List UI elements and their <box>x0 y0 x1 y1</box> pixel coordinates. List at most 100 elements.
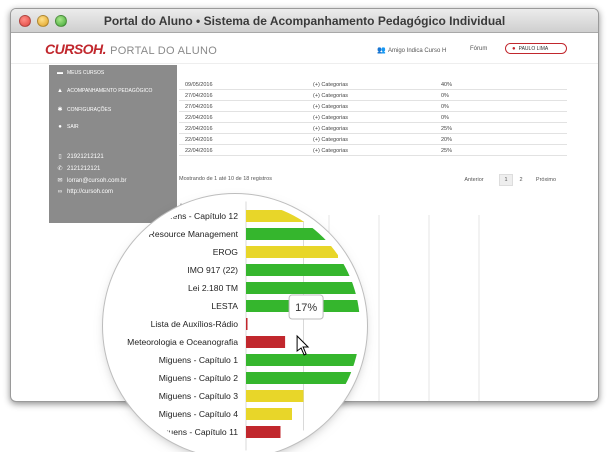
cell-date: 27/04/2016 <box>185 104 213 110</box>
cell-category-link[interactable]: (+) Categorias <box>313 104 349 110</box>
user-icon: ● <box>58 124 62 130</box>
graduation-cap-icon: ▲ <box>57 88 63 94</box>
phone-icon: ✆ <box>57 166 63 172</box>
table-row: 27/04/2016 (+) Categorias 0% <box>179 90 567 101</box>
zoomed-bar-chart: Miguens - Capítulo 12 Crew Resource Manag… <box>126 201 360 451</box>
envelope-icon: ✉ <box>57 178 63 184</box>
chart-category-label: Miguens - Capítulo 4 <box>159 409 239 419</box>
sidebar-item-configuracoes[interactable]: ✱ CONFIGURAÇÕES <box>57 106 112 114</box>
user-name: PAULO LIMA <box>518 45 549 52</box>
gear-icon: ✱ <box>57 107 63 113</box>
cell-date: 27/04/2016 <box>185 93 213 99</box>
chart-category-label: Miguens - Capítulo 2 <box>159 373 239 383</box>
chart-category-label: Miguens - Capítulo 3 <box>159 391 239 401</box>
sidebar-item-sair[interactable]: ● SAIR <box>57 124 79 130</box>
pagination-previous[interactable]: Anterior <box>464 177 484 183</box>
cell-date: 22/04/2016 <box>185 126 213 132</box>
maximize-window-button[interactable] <box>55 15 67 27</box>
chart-bar[interactable] <box>246 282 360 294</box>
cell-category-link[interactable]: (+) Categorias <box>313 115 349 121</box>
minimize-window-button[interactable] <box>37 15 49 27</box>
site-header: CURSOH. PORTAL DO ALUNO 👥 Amigo Indica Cu… <box>11 33 598 64</box>
chart-bar[interactable] <box>246 372 360 384</box>
chart-category-label: Miguens - Capítulo 11 <box>155 427 239 437</box>
chart-bar[interactable] <box>246 228 360 240</box>
chart-category-label: Lista de Auxílios-Rádio <box>151 319 239 329</box>
cell-percent: 20% <box>441 137 453 143</box>
sidebar-item-label: CONFIGURAÇÕES <box>67 106 112 113</box>
chart-bar[interactable] <box>246 354 360 366</box>
cell-category-link[interactable]: (+) Categorias <box>313 93 349 99</box>
chart-category-label: Lei 2.180 TM <box>188 283 238 293</box>
user-menu-button[interactable]: ● PAULO LIMA <box>505 43 567 54</box>
contact-label: http://cursoh.com <box>67 189 114 195</box>
chart-bar[interactable] <box>246 408 292 420</box>
window-title: Portal do Aluno • Sistema de Acompanhame… <box>103 14 506 28</box>
mobile-icon: ▯ <box>58 154 62 160</box>
magnifier-lens: Miguens - Capítulo 12 Crew Resource Manag… <box>110 201 360 451</box>
site-logo[interactable]: CURSOH. PORTAL DO ALUNO <box>45 41 217 57</box>
cell-category-link[interactable]: (+) Categorias <box>313 137 349 143</box>
cell-date: 22/04/2016 <box>185 148 213 154</box>
cell-percent: 0% <box>441 115 449 121</box>
cell-category-link[interactable]: (+) Categorias <box>313 148 349 154</box>
sidebar-item-meus-cursos[interactable]: ▬ MEUS CURSOS <box>57 70 104 76</box>
sidebar: ▬ MEUS CURSOS ▲ ACOMPANHAMENTO PEDAGÓGICO … <box>49 65 177 223</box>
cell-category-link[interactable]: (+) Categorias <box>313 82 349 88</box>
user-icon: ● <box>512 45 516 52</box>
contact-label: lorran@cursoh.com.br <box>67 177 127 184</box>
window-titlebar: Portal do Aluno • Sistema de Acompanhame… <box>11 9 598 33</box>
cell-category-link[interactable]: (+) Categorias <box>313 126 349 132</box>
contact-email[interactable]: ✉ lorran@cursoh.com.br <box>57 177 127 185</box>
table-row: 22/04/2016 (+) Categorias 0% <box>179 112 567 123</box>
chart-category-label: Miguens - Capítulo 1 <box>159 355 239 365</box>
contact-phone: ✆ 2121212121 <box>57 165 100 173</box>
table-row: 09/05/2016 (+) Categorias 40% <box>179 79 567 90</box>
chart-bar[interactable] <box>246 264 360 276</box>
pagination-next[interactable]: Próximo <box>535 177 557 183</box>
cell-date: 22/04/2016 <box>185 115 213 121</box>
cell-date: 22/04/2016 <box>185 137 213 143</box>
cell-percent: 25% <box>441 148 453 154</box>
chart-bar[interactable] <box>246 210 350 222</box>
logo-brand: CURSOH. <box>45 41 107 57</box>
chart-category-label: Meteorologia e Oceanografia <box>127 337 238 347</box>
chart-bar[interactable] <box>246 426 281 438</box>
sidebar-item-label: SAIR <box>67 124 79 130</box>
chart-bar[interactable] <box>246 318 248 330</box>
refer-friend-link[interactable]: 👥 Amigo Indica Curso H <box>377 46 446 54</box>
table-row: 22/04/2016 (+) Categorias 20% <box>179 134 567 145</box>
chart-category-label: EROG <box>213 247 239 257</box>
contact-website[interactable]: ∞ http://cursoh.com <box>57 189 113 195</box>
chart-bar[interactable] <box>246 336 286 348</box>
chart-bar[interactable] <box>246 390 304 402</box>
cell-percent: 0% <box>441 93 449 99</box>
chart-tooltip <box>288 294 324 320</box>
cell-percent: 25% <box>441 126 453 132</box>
chart-bar[interactable] <box>246 246 338 258</box>
cell-date: 09/05/2016 <box>185 82 213 88</box>
contact-label: 21921212121 <box>67 153 104 160</box>
table-info: Mostrando de 1 até 10 de 18 registros <box>179 176 272 182</box>
pagination-page-1[interactable]: 1 <box>499 174 513 186</box>
table-row: 22/04/2016 (+) Categorias 25% <box>179 145 567 156</box>
chart-category-label: Miguens - Capítulo 12 <box>154 211 238 221</box>
close-window-button[interactable] <box>19 15 31 27</box>
table-row: 22/04/2016 (+) Categorias 25% <box>179 123 567 134</box>
window-controls <box>19 15 67 27</box>
book-icon: ▬ <box>57 70 63 76</box>
logo-subtitle: PORTAL DO ALUNO <box>110 45 218 57</box>
users-icon: 👥 <box>377 47 386 54</box>
forum-link[interactable]: Fórum <box>470 46 488 52</box>
chart-tooltip-label: 17% <box>295 302 317 314</box>
pagination-page-2[interactable]: 2 <box>519 177 523 183</box>
cell-percent: 0% <box>441 104 449 110</box>
link-icon: ∞ <box>57 189 63 195</box>
sidebar-item-label: ACOMPANHAMENTO PEDAGÓGICO <box>67 88 153 94</box>
mouse-cursor-icon <box>296 334 310 356</box>
sidebar-item-acompanhamento[interactable]: ▲ ACOMPANHAMENTO PEDAGÓGICO <box>57 88 152 94</box>
chart-category-label: LESTA <box>211 301 238 311</box>
sidebar-item-label: MEUS CURSOS <box>67 70 105 76</box>
refer-friend-label: Amigo Indica Curso H <box>388 48 447 54</box>
chart-category-label: IMO 917 (22) <box>187 265 238 275</box>
